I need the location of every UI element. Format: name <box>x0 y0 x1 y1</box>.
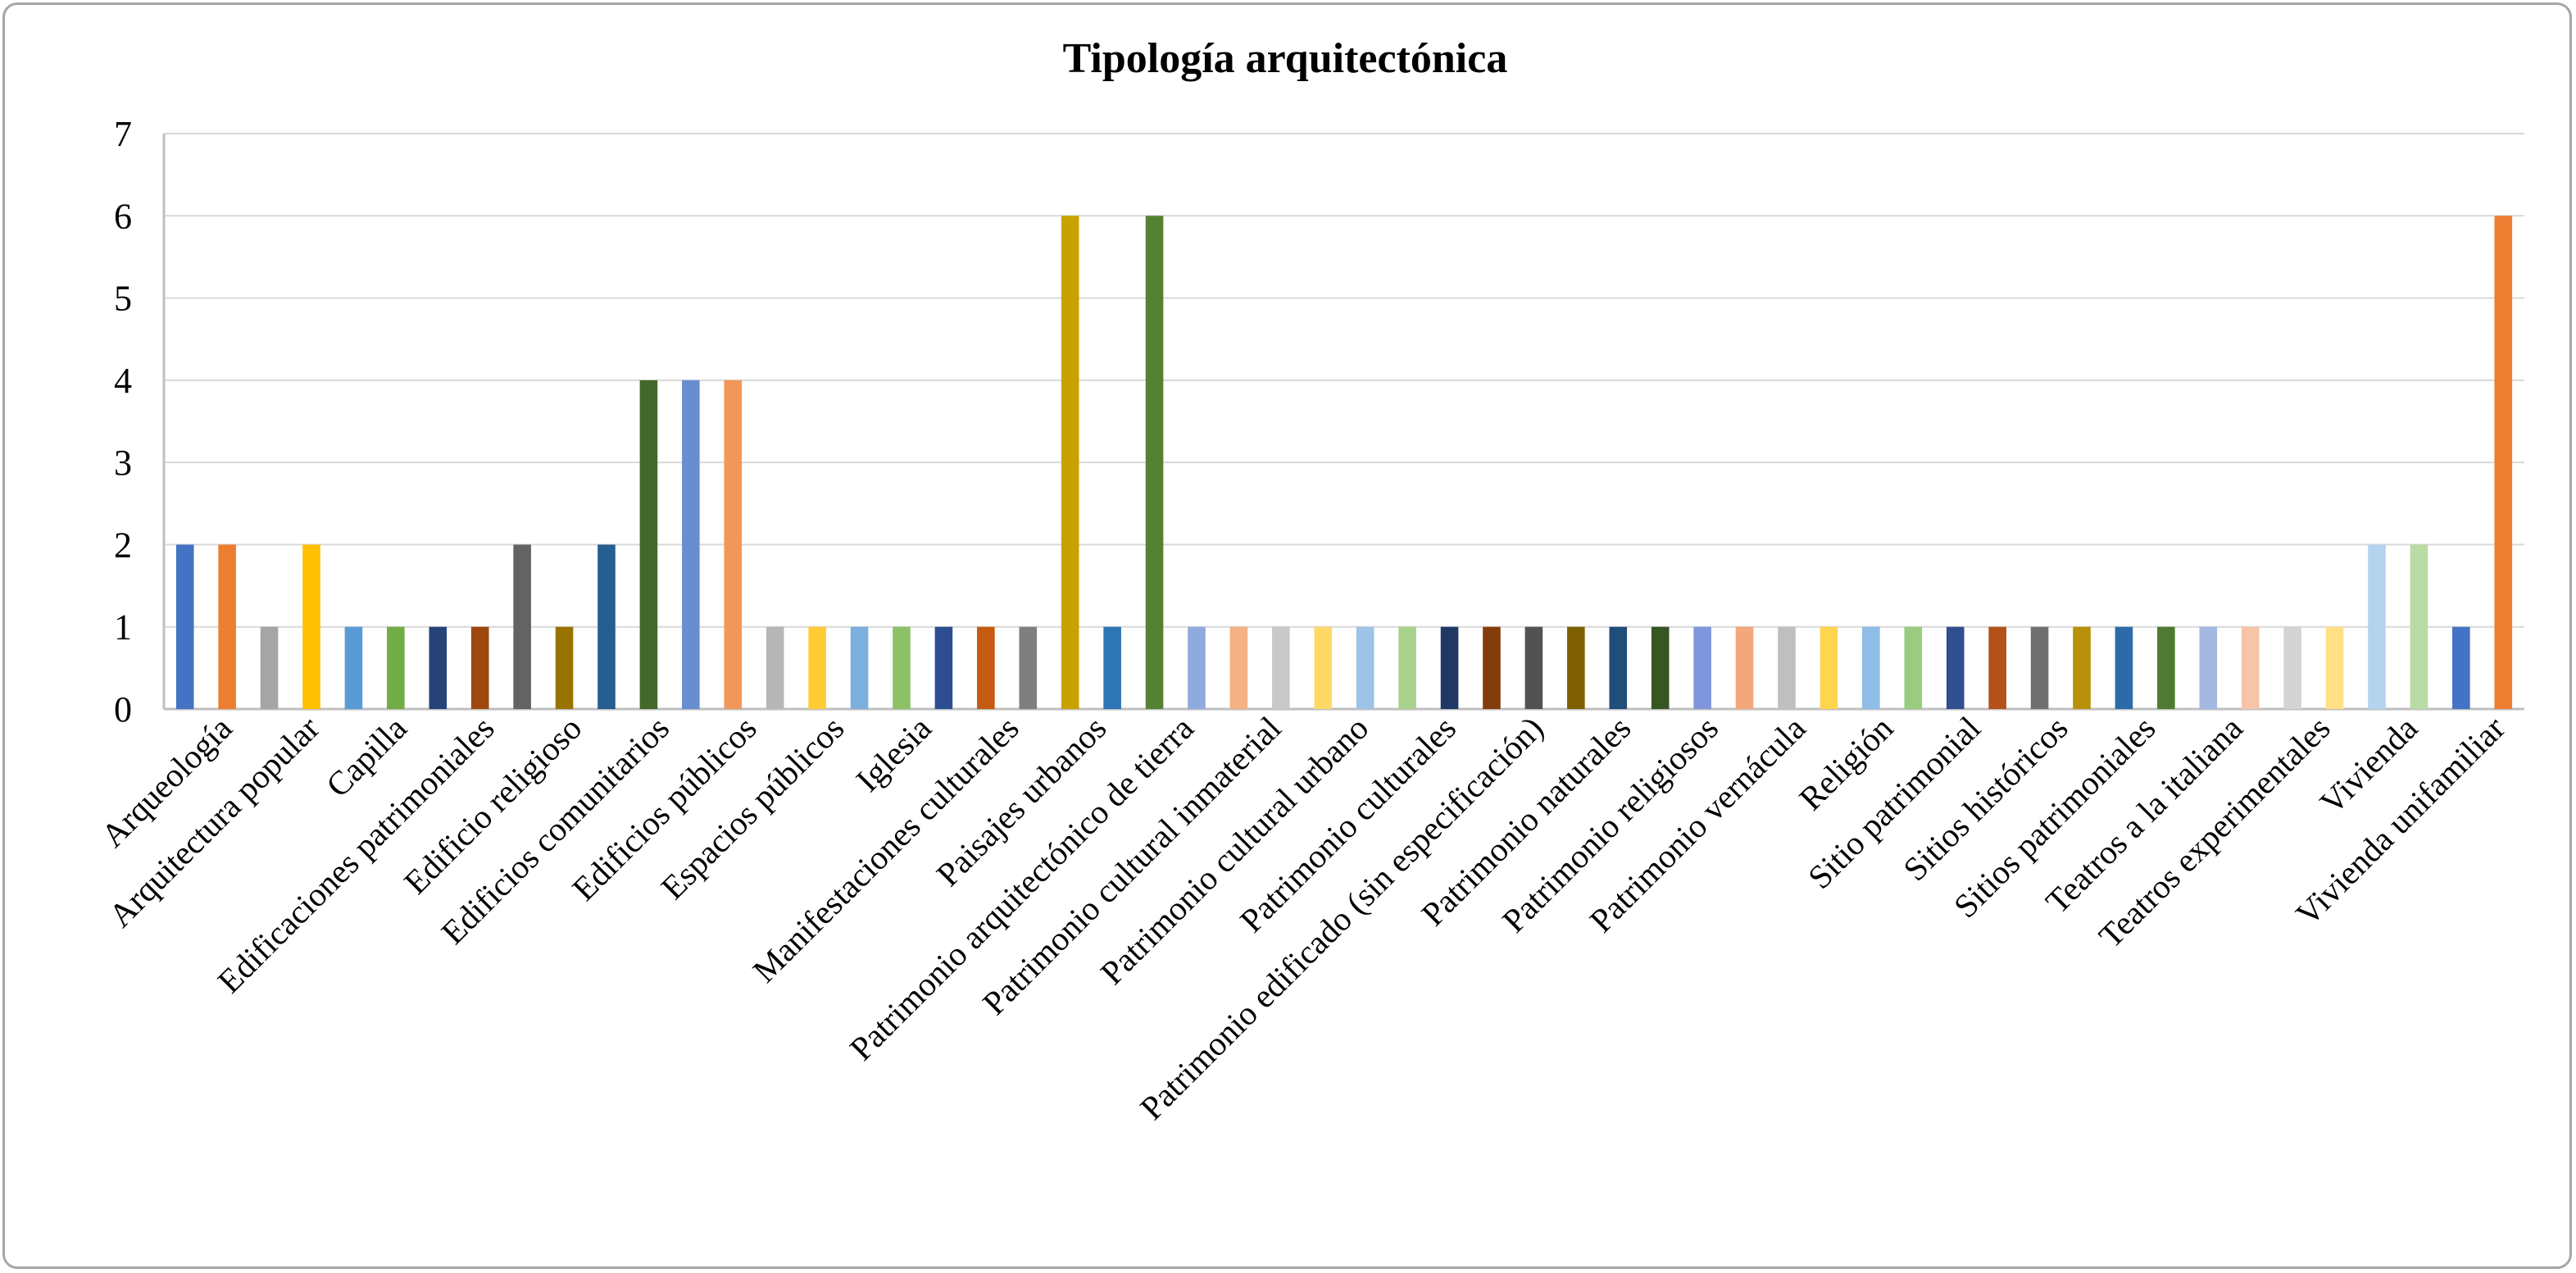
bar <box>1103 626 1121 709</box>
bar <box>1735 626 1754 709</box>
bar <box>2241 626 2260 709</box>
bar <box>808 626 826 709</box>
y-tick-label: 0 <box>114 689 132 730</box>
bar <box>1820 626 1838 709</box>
bar <box>1019 626 1038 709</box>
bar <box>1483 626 1501 709</box>
bar <box>639 380 658 709</box>
bar <box>597 544 616 709</box>
bar <box>1693 626 1711 709</box>
bar <box>766 626 784 709</box>
bar <box>893 626 911 709</box>
bar <box>2325 626 2344 709</box>
bar <box>2030 626 2049 709</box>
bar <box>2283 626 2301 709</box>
bar <box>1567 626 1585 709</box>
x-tick-label: Patrimonio edificado (sin especificación… <box>1133 709 1551 1127</box>
bar <box>1145 216 1164 709</box>
bar <box>2073 626 2091 709</box>
bar <box>1314 626 1333 709</box>
y-tick-label: 6 <box>114 196 132 236</box>
chart-title: Tipología arquitectónica <box>1063 35 1508 82</box>
y-tick-label: 4 <box>114 361 132 401</box>
bar <box>1778 626 1796 709</box>
bar <box>2410 544 2428 709</box>
bar <box>1862 626 1880 709</box>
bar <box>1946 626 1965 709</box>
bar <box>1609 626 1628 709</box>
bar <box>2452 626 2470 709</box>
y-tick-label: 3 <box>114 443 132 483</box>
y-tick-label: 2 <box>114 525 132 565</box>
bar <box>682 380 700 709</box>
bar <box>2494 216 2513 709</box>
bar <box>1398 626 1416 709</box>
bar <box>1988 626 2006 709</box>
bar <box>977 626 995 709</box>
bar <box>429 626 448 709</box>
bar <box>218 544 236 709</box>
bar <box>1904 626 1923 709</box>
bar <box>1651 626 1670 709</box>
bar <box>1440 626 1459 709</box>
bar <box>1061 216 1079 709</box>
bar <box>344 626 363 709</box>
bar <box>302 544 320 709</box>
y-axis: 0 1 2 3 4 5 6 7 <box>114 114 166 730</box>
bar <box>850 626 869 709</box>
bar <box>2157 626 2175 709</box>
y-tick-label: 7 <box>114 114 132 154</box>
bar <box>555 626 574 709</box>
bar <box>260 626 279 709</box>
bar <box>2368 544 2386 709</box>
bar <box>387 626 405 709</box>
bar <box>1229 626 1248 709</box>
bar <box>175 544 194 709</box>
bar <box>2115 626 2133 709</box>
bar <box>724 380 743 709</box>
y-tick-label: 5 <box>114 279 132 319</box>
bar <box>1188 626 1206 709</box>
y-tick-label: 1 <box>114 607 132 648</box>
bar <box>513 544 531 709</box>
bar <box>2199 626 2218 709</box>
bar <box>1272 626 1290 709</box>
bar <box>1524 626 1543 709</box>
bar <box>1356 626 1374 709</box>
bars <box>175 216 2513 709</box>
bar <box>934 626 953 709</box>
bar <box>470 626 489 709</box>
